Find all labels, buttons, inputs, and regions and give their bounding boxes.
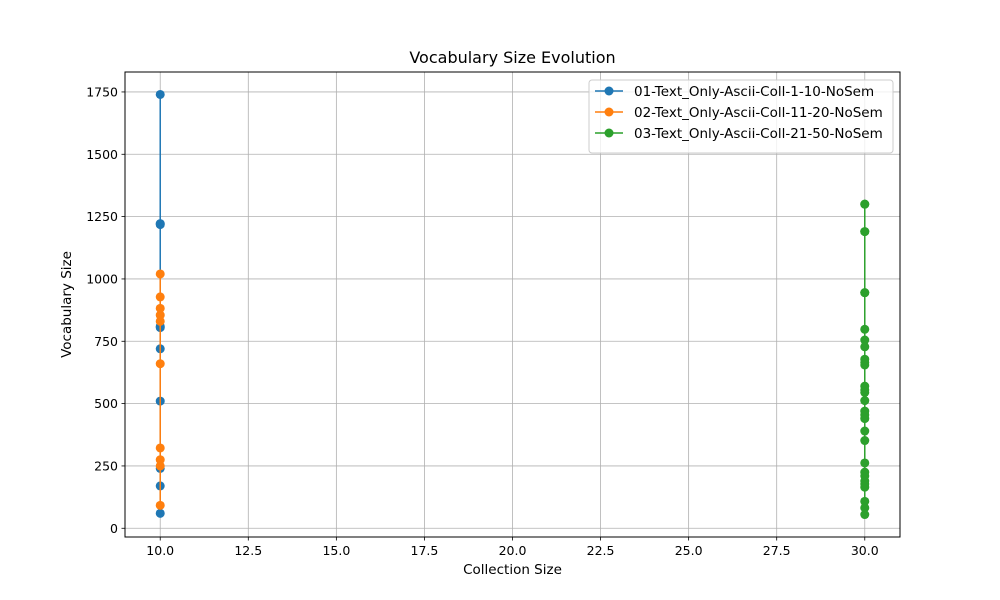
legend-box — [588, 79, 894, 154]
legend-marker — [604, 107, 614, 117]
series-group — [155, 89, 870, 520]
data-point — [860, 426, 870, 436]
y-tick-label: 1750 — [86, 84, 118, 99]
data-point — [155, 303, 165, 313]
data-point — [155, 359, 165, 369]
legend-marker — [604, 128, 614, 138]
series-3 — [860, 199, 870, 520]
y-tick-label: 1500 — [86, 147, 118, 162]
data-point — [155, 292, 165, 302]
ticks: 10.0 12.5 15.0 17.5 20.0 22.5 25.0 27.5 30.0 0 250… — [86, 84, 879, 558]
data-point — [860, 227, 870, 237]
legend: 01-Text_Only-Ascii-Coll-1-10-NoSem 02-Tex… — [588, 79, 894, 154]
data-point — [860, 458, 870, 468]
x-tick-label: 27.5 — [763, 543, 791, 558]
data-point — [155, 508, 165, 518]
y-tick-label: 0 — [110, 521, 118, 536]
data-point — [155, 310, 165, 320]
data-point — [860, 503, 870, 513]
legend-label: 03-Text_Only-Ascii-Coll-21-50-NoSem — [634, 126, 883, 142]
x-tick-label: 20.0 — [499, 543, 527, 558]
data-point — [155, 455, 165, 465]
data-point — [155, 461, 165, 471]
data-point — [860, 342, 870, 352]
data-point — [860, 324, 870, 334]
chart-title: Vocabulary Size Evolution — [409, 48, 615, 67]
x-tick-label: 17.5 — [411, 543, 439, 558]
series-2 — [155, 269, 165, 510]
data-point — [860, 396, 870, 406]
data-point — [860, 406, 870, 416]
data-point — [860, 467, 870, 477]
data-point — [860, 510, 870, 520]
x-tick-label: 22.5 — [587, 543, 615, 558]
data-point — [860, 199, 870, 209]
legend-label: 01-Text_Only-Ascii-Coll-1-10-NoSem — [634, 84, 874, 100]
data-point — [155, 269, 165, 279]
y-axis-label: Vocabulary Size — [59, 251, 75, 358]
data-point — [155, 443, 165, 453]
x-tick-label: 15.0 — [322, 543, 350, 558]
x-tick-label: 12.5 — [234, 543, 262, 558]
data-point — [860, 354, 870, 364]
data-point — [155, 219, 165, 229]
x-tick-label: 10.0 — [146, 543, 174, 558]
y-tick-label: 750 — [94, 334, 118, 349]
data-point — [155, 89, 165, 99]
data-point — [155, 316, 165, 326]
data-point — [860, 436, 870, 446]
x-tick-label: 30.0 — [851, 543, 879, 558]
y-tick-label: 1000 — [86, 271, 118, 286]
y-tick-label: 500 — [94, 396, 118, 411]
x-axis-label: Collection Size — [463, 562, 562, 578]
data-point — [860, 381, 870, 391]
y-tick-label: 250 — [94, 458, 118, 473]
x-tick-label: 25.0 — [675, 543, 703, 558]
data-point — [860, 496, 870, 506]
legend-label: 02-Text_Only-Ascii-Coll-11-20-NoSem — [634, 105, 883, 121]
y-tick-label: 1250 — [86, 209, 118, 224]
data-point — [155, 500, 165, 510]
data-point — [860, 335, 870, 345]
data-point — [860, 288, 870, 298]
legend-marker — [604, 86, 614, 96]
